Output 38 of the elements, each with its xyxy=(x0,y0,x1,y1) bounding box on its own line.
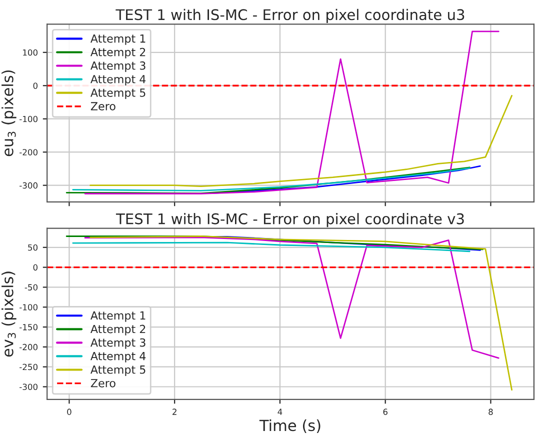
x-tick-label: 8 xyxy=(488,408,493,415)
legend-label: Attempt 1 xyxy=(90,34,146,45)
legend-label: Attempt 5 xyxy=(90,366,146,376)
legend-label: Attempt 2 xyxy=(90,48,146,58)
y-tick-label: 0 xyxy=(33,82,38,89)
legend-label: Attempt 4 xyxy=(90,352,146,362)
legend-label: Attempt 2 xyxy=(90,324,146,336)
y-tick-label: 50 xyxy=(28,244,38,251)
chart-title: TEST 1 with IS-MC - Error on pixel coordinate u3 xyxy=(116,8,464,24)
y-tick-label: -200 xyxy=(20,149,38,156)
line-series xyxy=(90,236,512,391)
x-tick-label: 6 xyxy=(383,408,388,415)
legend-label: Zero xyxy=(90,102,116,110)
x-tick-label: 0 xyxy=(67,408,72,415)
x-tick-label: 2 xyxy=(172,408,176,415)
legend-label: Attempt 4 xyxy=(90,75,146,86)
legend-label: Attempt 5 xyxy=(90,88,146,100)
legend-label: Zero xyxy=(90,379,116,388)
y-tick-label: -50 xyxy=(24,284,38,290)
y-tick-label: -150 xyxy=(20,324,38,330)
y-tick-label: -100 xyxy=(20,304,38,310)
legend-label: Attempt 3 xyxy=(90,338,146,349)
y-axis-title: ev$_{3}$ (pixels) xyxy=(2,272,16,357)
line-series xyxy=(84,30,500,194)
y-tick-label: 100 xyxy=(23,49,38,56)
y-tick-label: 0 xyxy=(33,264,38,271)
y-tick-label: -300 xyxy=(20,182,38,189)
y-tick-label: -300 xyxy=(20,384,38,390)
y-tick-label: -100 xyxy=(20,116,38,122)
x-tick-label: 4 xyxy=(278,408,282,415)
y-tick-label: -250 xyxy=(20,364,38,370)
x-axis-title: Time (s) xyxy=(259,419,320,433)
chart-title: TEST 1 with IS-MC - Error on pixel coordinate v3 xyxy=(116,213,464,228)
legend-label: Attempt 3 xyxy=(90,61,146,72)
legend-label: Attempt 1 xyxy=(90,311,146,322)
y-tick-label: -200 xyxy=(20,344,38,350)
line-series xyxy=(72,242,470,252)
y-axis-title: eu$_{3}$ (pixels) xyxy=(2,70,16,156)
